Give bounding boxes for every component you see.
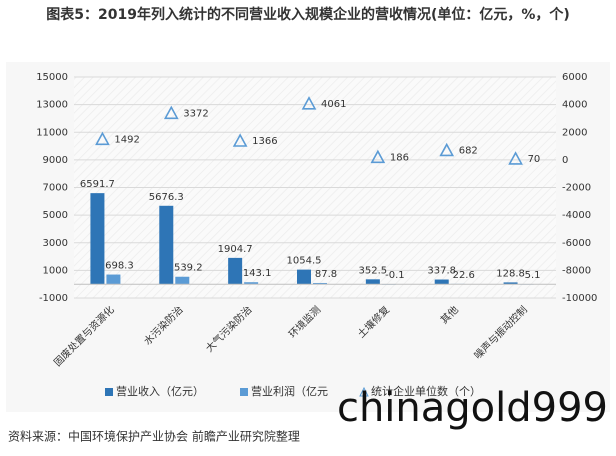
data-label: 1054.5	[287, 256, 322, 267]
bar	[313, 282, 327, 285]
bar	[228, 257, 243, 285]
y-tick-label: 1000	[43, 265, 68, 276]
data-label: 5.1	[525, 270, 541, 281]
data-label: 1904.7	[218, 244, 253, 255]
marker	[301, 96, 317, 110]
y2-tick-label: 0	[562, 155, 568, 166]
y2-tick-label: 6000	[562, 72, 587, 83]
bar	[175, 276, 190, 285]
bar	[106, 274, 121, 285]
y2-tick-label: -4000	[562, 210, 591, 221]
legend-label: 营业收入（亿元）	[116, 384, 204, 398]
source: 资料来源：中国环境保护产业协会 前瞻产业研究院整理	[8, 429, 300, 444]
data-label: 5676.3	[149, 192, 184, 203]
marker	[508, 151, 523, 165]
y2-tick-label: -10000	[562, 293, 597, 304]
y-tick-label: 5000	[43, 210, 68, 221]
y2-tick-label: -6000	[562, 238, 591, 249]
y-tick-label: 3000	[43, 238, 68, 249]
data-label: 1366	[252, 136, 277, 147]
bar	[365, 279, 380, 285]
data-label: 4061	[321, 99, 346, 110]
bar	[503, 282, 518, 285]
data-label: 698.3	[105, 261, 134, 272]
bar	[159, 205, 174, 285]
marker	[232, 133, 248, 147]
y2-tick-label: 2000	[562, 127, 587, 138]
data-label: 3372	[183, 108, 208, 119]
legend-marker	[240, 388, 248, 396]
y2-tick-label: -8000	[562, 265, 591, 276]
data-label: 143.1	[243, 268, 272, 279]
chart-title: 图表5：2019年列入统计的不同营业收入规模企业的营收情况(单位：亿元，%，个)	[46, 7, 570, 23]
bar	[244, 282, 259, 285]
y-tick-label: 11000	[36, 127, 68, 138]
legend-label: 统计企业单位数（个）	[371, 384, 481, 398]
y2-tick-label: -2000	[562, 183, 591, 194]
data-label: -0.1	[385, 270, 405, 281]
bar	[90, 193, 105, 285]
bar	[434, 279, 449, 285]
y-tick-label: 15000	[36, 72, 68, 83]
data-label: 70	[528, 154, 541, 165]
legend-label: 营业利润（亿元	[251, 384, 328, 398]
marker	[163, 105, 179, 120]
legend-marker	[105, 388, 113, 396]
y-tick-label: 7000	[43, 183, 68, 194]
marker	[439, 142, 455, 157]
data-label: 128.8	[496, 268, 525, 279]
y-tick-label: 13000	[36, 100, 68, 111]
marker	[95, 131, 110, 146]
bar	[297, 269, 311, 285]
y2-tick-label: 4000	[562, 100, 587, 111]
data-label: 1492	[114, 134, 139, 145]
watermark: chinagold999	[337, 385, 608, 431]
y-tick-label: 9000	[43, 155, 68, 166]
data-label: 337.8	[427, 266, 456, 277]
y-tick-label: -1000	[39, 293, 68, 304]
legend-marker	[359, 386, 369, 397]
data-label: 186	[390, 152, 409, 163]
data-label: 539.2	[174, 263, 203, 274]
data-label: 352.5	[359, 265, 388, 276]
data-label: 87.8	[315, 269, 337, 280]
data-label: 682	[459, 145, 478, 156]
data-label: 22.6	[453, 270, 475, 281]
marker	[370, 149, 386, 164]
data-label: 6591.7	[80, 179, 115, 190]
